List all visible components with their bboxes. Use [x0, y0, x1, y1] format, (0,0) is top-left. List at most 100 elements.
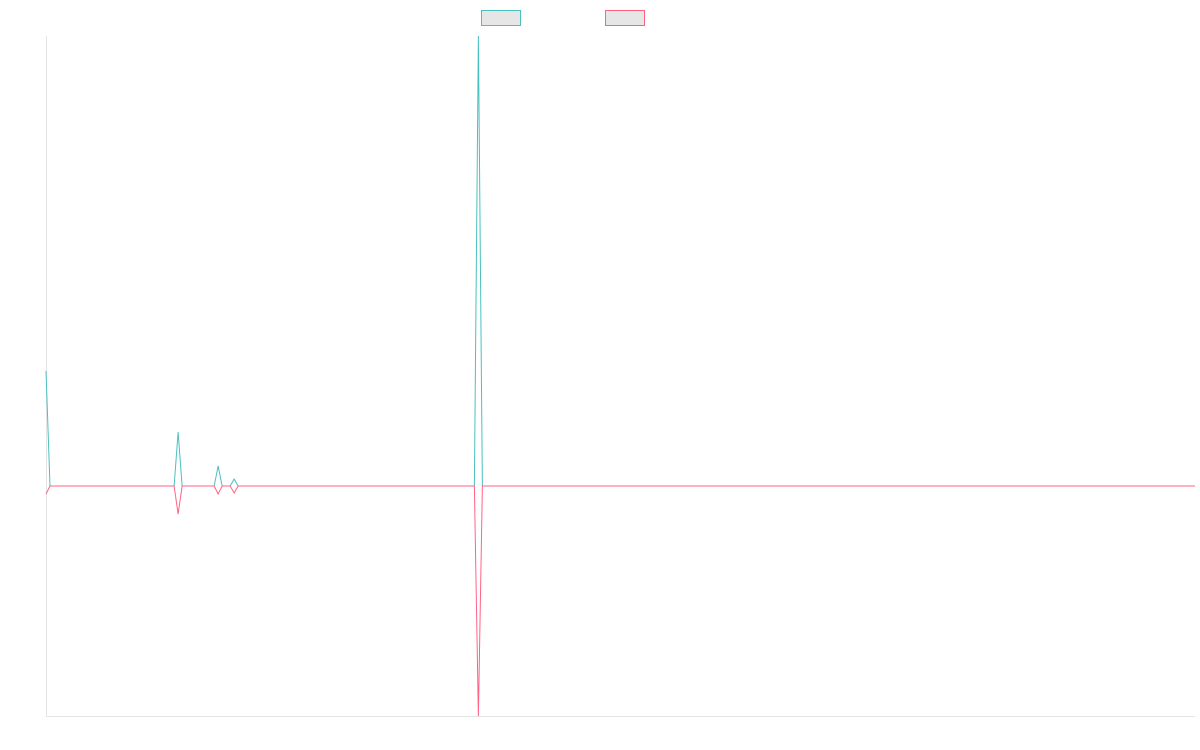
data-point[interactable]: [274, 485, 275, 486]
data-point[interactable]: [542, 485, 543, 486]
data-point[interactable]: [350, 485, 351, 486]
data-point[interactable]: [890, 485, 891, 486]
data-point[interactable]: [838, 485, 839, 486]
data-point[interactable]: [446, 485, 447, 486]
data-point[interactable]: [694, 485, 695, 486]
data-point[interactable]: [226, 485, 227, 486]
data-point[interactable]: [882, 485, 883, 486]
data-point[interactable]: [954, 485, 955, 486]
data-point[interactable]: [994, 485, 995, 486]
data-point[interactable]: [358, 485, 359, 486]
data-point[interactable]: [614, 485, 615, 486]
data-point[interactable]: [690, 485, 691, 486]
data-point[interactable]: [153, 485, 154, 486]
data-point[interactable]: [1086, 485, 1087, 486]
data-point[interactable]: [158, 485, 159, 486]
data-point[interactable]: [374, 485, 375, 486]
data-point[interactable]: [210, 485, 211, 486]
data-point[interactable]: [774, 485, 775, 486]
data-point[interactable]: [214, 485, 215, 486]
data-point[interactable]: [1002, 485, 1003, 486]
data-point[interactable]: [618, 485, 619, 486]
data-point[interactable]: [298, 485, 299, 486]
data-point[interactable]: [133, 485, 134, 486]
data-point[interactable]: [702, 485, 703, 486]
data-point[interactable]: [438, 485, 439, 486]
data-point[interactable]: [53, 485, 54, 486]
data-point[interactable]: [578, 485, 579, 486]
data-point[interactable]: [582, 485, 583, 486]
data-point[interactable]: [626, 485, 627, 486]
data-point[interactable]: [370, 485, 371, 486]
data-point[interactable]: [510, 485, 511, 486]
data-point[interactable]: [1166, 485, 1167, 486]
data-point[interactable]: [170, 485, 171, 486]
data-point[interactable]: [1050, 485, 1051, 486]
legend-swatch-1[interactable]: [481, 10, 521, 26]
data-point[interactable]: [798, 485, 799, 486]
data-point[interactable]: [722, 485, 723, 486]
data-point[interactable]: [562, 485, 563, 486]
data-point[interactable]: [834, 485, 835, 486]
data-point[interactable]: [246, 485, 247, 486]
data-point[interactable]: [1070, 485, 1071, 486]
data-point[interactable]: [89, 485, 90, 486]
data-point[interactable]: [790, 485, 791, 486]
data-point[interactable]: [242, 485, 243, 486]
data-point[interactable]: [530, 485, 531, 486]
data-point[interactable]: [1062, 485, 1063, 486]
data-point[interactable]: [698, 485, 699, 486]
data-point[interactable]: [558, 485, 559, 486]
data-point[interactable]: [354, 485, 355, 486]
data-point[interactable]: [1122, 485, 1123, 486]
data-point[interactable]: [302, 485, 303, 486]
data-point[interactable]: [478, 35, 479, 36]
data-point[interactable]: [878, 485, 879, 486]
data-point[interactable]: [822, 485, 823, 486]
data-point[interactable]: [222, 485, 223, 486]
data-point[interactable]: [734, 485, 735, 486]
data-point[interactable]: [254, 485, 255, 486]
data-point[interactable]: [550, 485, 551, 486]
data-point[interactable]: [482, 485, 483, 486]
data-point[interactable]: [306, 485, 307, 486]
data-point[interactable]: [566, 485, 567, 486]
data-point[interactable]: [978, 485, 979, 486]
data-point[interactable]: [450, 485, 451, 486]
data-point[interactable]: [474, 485, 475, 486]
data-point[interactable]: [1138, 485, 1139, 486]
data-point[interactable]: [145, 485, 146, 486]
data-point[interactable]: [282, 485, 283, 486]
data-point[interactable]: [738, 485, 739, 486]
data-point[interactable]: [382, 485, 383, 486]
data-point[interactable]: [258, 485, 259, 486]
data-point[interactable]: [590, 485, 591, 486]
data-point[interactable]: [1150, 485, 1151, 486]
data-point[interactable]: [930, 485, 931, 486]
data-point[interactable]: [1130, 485, 1131, 486]
data-point[interactable]: [342, 485, 343, 486]
data-point[interactable]: [386, 485, 387, 486]
data-point[interactable]: [278, 485, 279, 486]
data-point[interactable]: [1102, 485, 1103, 486]
data-point[interactable]: [1194, 485, 1195, 486]
data-point[interactable]: [45, 370, 46, 371]
data-point[interactable]: [366, 485, 367, 486]
data-point[interactable]: [1090, 485, 1091, 486]
data-point[interactable]: [486, 485, 487, 486]
data-point[interactable]: [458, 485, 459, 486]
data-point[interactable]: [922, 485, 923, 486]
data-point[interactable]: [970, 485, 971, 486]
data-point[interactable]: [782, 485, 783, 486]
data-point[interactable]: [742, 485, 743, 486]
data-point[interactable]: [606, 485, 607, 486]
data-point[interactable]: [674, 485, 675, 486]
data-point[interactable]: [466, 485, 467, 486]
data-point[interactable]: [362, 485, 363, 486]
data-point[interactable]: [866, 485, 867, 486]
data-point[interactable]: [414, 485, 415, 486]
data-point[interactable]: [162, 485, 163, 486]
data-point[interactable]: [950, 485, 951, 486]
data-point[interactable]: [998, 485, 999, 486]
data-point[interactable]: [398, 485, 399, 486]
